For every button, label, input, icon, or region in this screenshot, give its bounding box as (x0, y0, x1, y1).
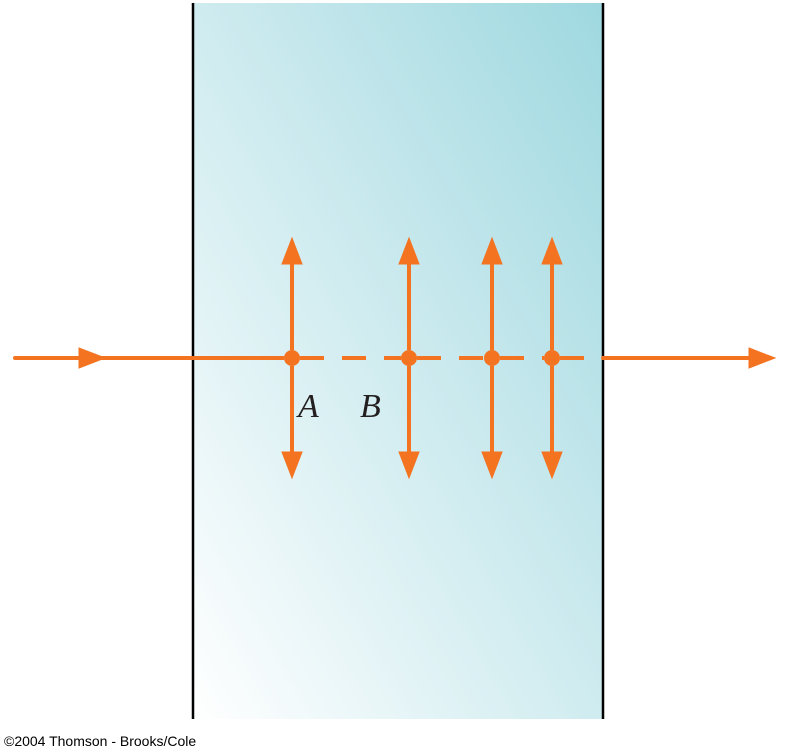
diagram-layer (15, 3, 775, 719)
label-a: A (298, 388, 319, 426)
label-b: B (360, 388, 381, 426)
copyright-text: ©2004 Thomson - Brooks/Cole (4, 733, 196, 749)
diagram-canvas: A B ©2004 Thomson - Brooks/Cole (0, 0, 799, 755)
diagram-svg (0, 0, 799, 755)
